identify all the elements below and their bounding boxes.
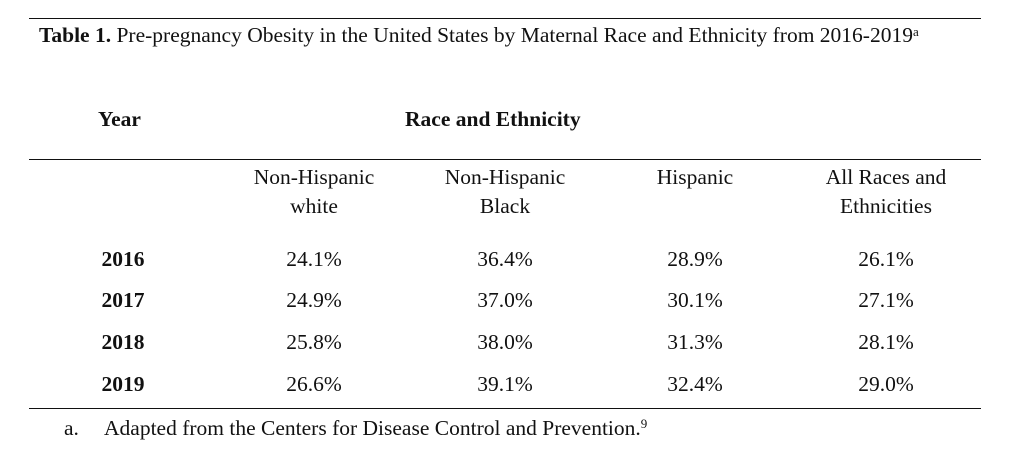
footnote-text: Adapted from the Centers for Disease Con… (104, 416, 641, 440)
table-header-rule (29, 159, 981, 160)
table-cell: 37.0% (477, 288, 533, 312)
table-cell: 36.4% (477, 247, 533, 271)
table-row-year: 2017 (101, 288, 145, 312)
table-caption-superscript: a (912, 24, 919, 39)
column-header-line: Hispanic (656, 165, 734, 189)
column-header-non-hispanic-white: Non-Hispanic white (224, 163, 404, 221)
column-header-non-hispanic-black: Non-Hispanic Black (414, 163, 596, 221)
table-caption-label: Table 1. (39, 23, 112, 47)
race-ethnicity-group-header: Race and Ethnicity (405, 107, 581, 131)
table-caption: Table 1. Pre-pregnancy Obesity in the Un… (39, 21, 969, 49)
table-cell: 30.1% (667, 288, 723, 312)
table-cell: 24.9% (286, 288, 342, 312)
table-top-rule (29, 18, 981, 19)
year-column-header: Year (98, 107, 141, 131)
table-cell: 31.3% (667, 330, 723, 354)
column-header-line: Black (479, 194, 531, 218)
table-bottom-rule (29, 408, 981, 409)
column-header-hispanic: Hispanic (605, 163, 785, 192)
table-cell: 28.1% (858, 330, 914, 354)
table-cell: 24.1% (286, 247, 342, 271)
table-cell: 26.1% (858, 247, 914, 271)
column-header-line: All Races and (825, 165, 947, 189)
table-cell: 27.1% (858, 288, 914, 312)
table-cell: 29.0% (858, 372, 914, 396)
table-cell: 26.6% (286, 372, 342, 396)
footnote-marker: a. (64, 416, 79, 440)
table-cell: 39.1% (477, 372, 533, 396)
footnote-superscript: 9 (640, 416, 648, 431)
table-cell: 28.9% (667, 247, 723, 271)
table-row-year: 2018 (101, 330, 145, 354)
column-header-line: Non-Hispanic (444, 165, 566, 189)
table-cell: 38.0% (477, 330, 533, 354)
column-header-all-races: All Races and Ethnicities (786, 163, 986, 221)
column-header-line: white (290, 194, 338, 218)
table-cell: 32.4% (667, 372, 723, 396)
column-header-line: Ethnicities (840, 194, 932, 218)
table-row-year: 2019 (101, 372, 145, 396)
table-caption-text: Pre-pregnancy Obesity in the United Stat… (116, 23, 913, 47)
column-header-line: Non-Hispanic (253, 165, 375, 189)
table-row-year: 2016 (101, 247, 145, 271)
table-cell: 25.8% (286, 330, 342, 354)
table-footnote: a. Adapted from the Centers for Disease C… (64, 414, 647, 442)
